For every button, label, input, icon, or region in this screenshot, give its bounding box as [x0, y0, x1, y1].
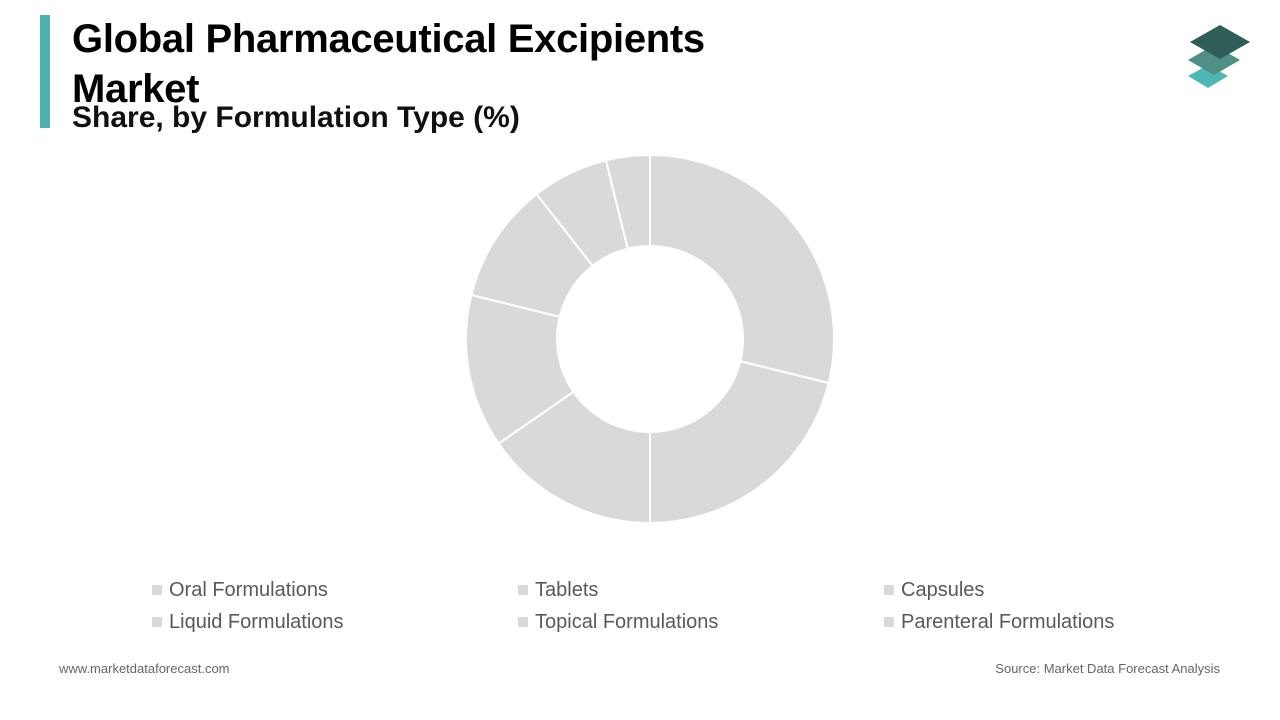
legend-item: Parenteral Formulations — [884, 606, 1114, 638]
legend-label: Parenteral Formulations — [901, 610, 1115, 633]
title-accent-bar — [40, 15, 50, 128]
stacked-layers-icon — [1184, 22, 1254, 94]
legend-label: Tablets — [535, 578, 599, 601]
logo-layer-top — [1190, 25, 1250, 59]
legend-item: Capsules — [884, 574, 984, 606]
legend-swatch — [518, 585, 528, 595]
legend-swatch — [518, 617, 528, 627]
legend-swatch — [884, 585, 894, 595]
donut-slice-oral-formulations — [649, 153, 835, 385]
legend-swatch — [152, 585, 162, 595]
footer-source: Source: Market Data Forecast Analysis — [995, 661, 1220, 676]
page-title: Global Pharmaceutical Excipients Market — [72, 17, 705, 111]
donut-chart — [465, 153, 835, 525]
footer-website: www.marketdataforecast.com — [59, 661, 230, 676]
donut-slice-unlabeled — [604, 153, 651, 250]
legend-swatch — [152, 617, 162, 627]
donut-slice-tablets — [649, 360, 830, 525]
chart-legend: Oral Formulations Tablets Capsules Liquid F… — [152, 574, 1152, 640]
legend-swatch — [884, 617, 894, 627]
legend-label: Liquid Formulations — [169, 610, 344, 633]
legend-item: Tablets — [518, 574, 598, 606]
legend-label: Capsules — [901, 578, 985, 601]
page-subtitle: Share, by Formulation Type (%) — [72, 101, 520, 134]
legend-item: Oral Formulations — [152, 574, 328, 606]
legend-item: Liquid Formulations — [152, 606, 344, 638]
legend-item: Topical Formulations — [518, 606, 718, 638]
legend-label: Oral Formulations — [169, 578, 328, 601]
legend-label: Topical Formulations — [535, 610, 719, 633]
